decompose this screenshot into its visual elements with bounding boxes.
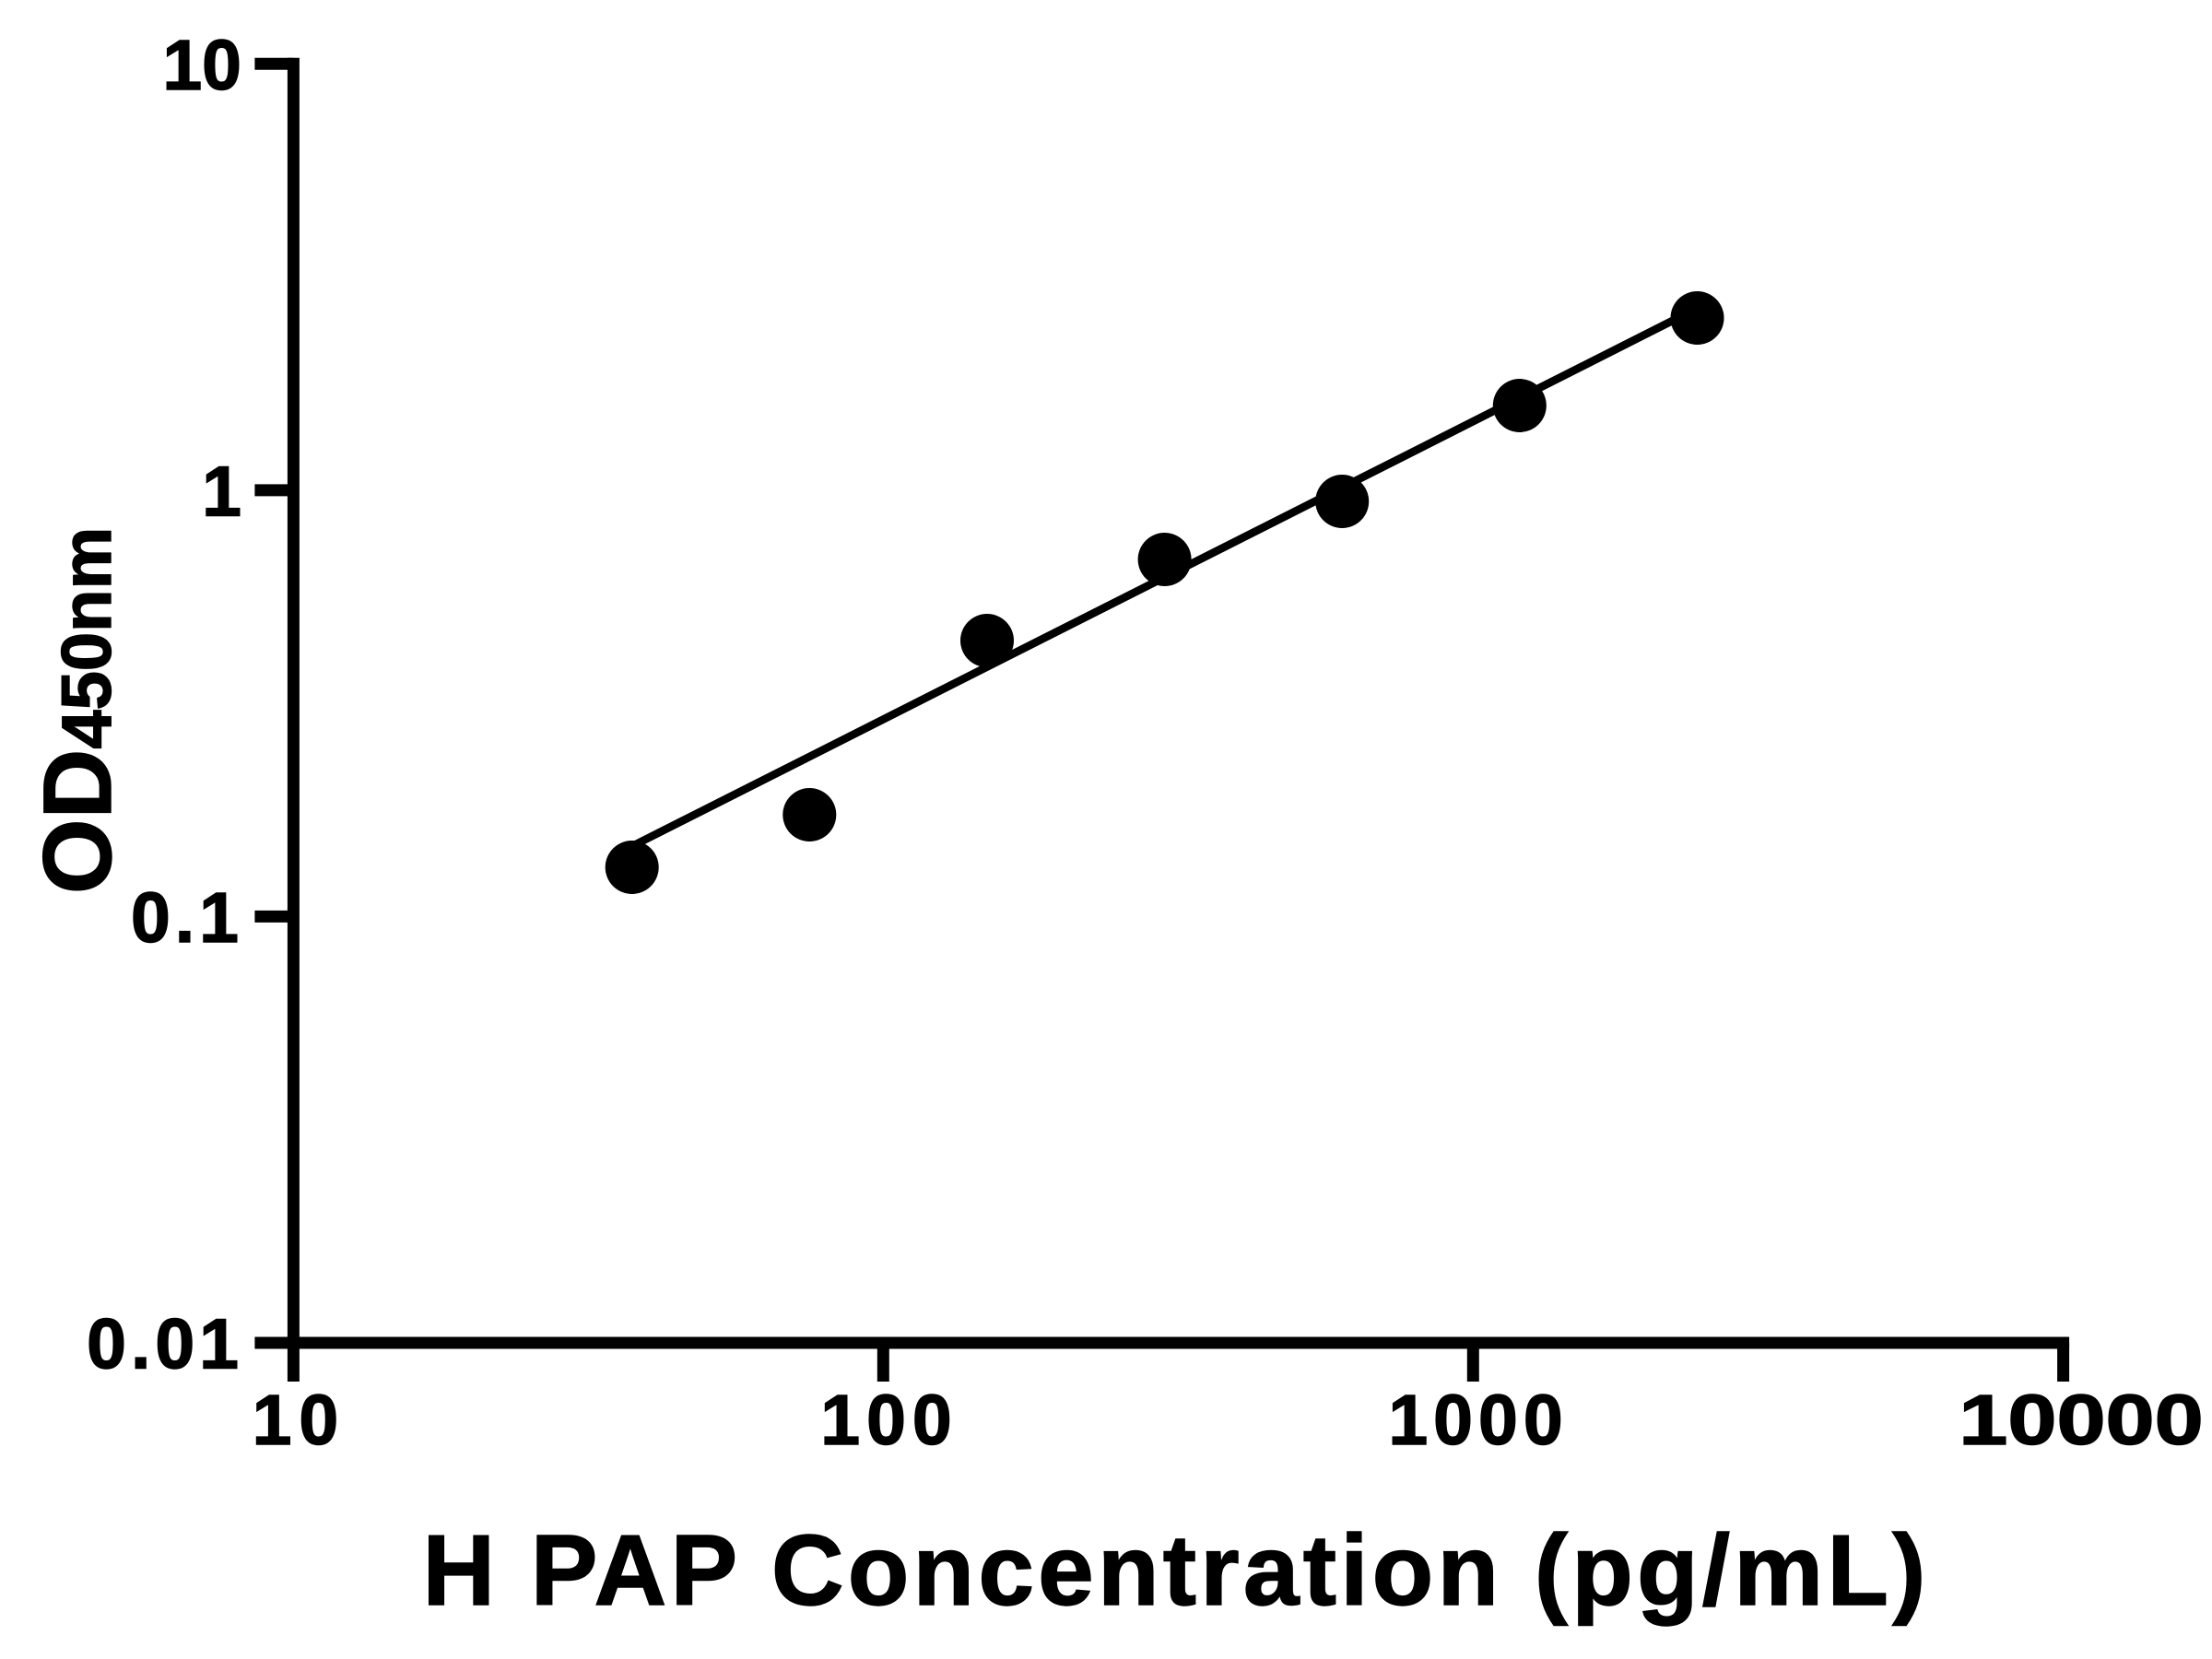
svg-text:1000: 1000 (1388, 1381, 1568, 1460)
svg-text:10: 10 (253, 1381, 347, 1460)
svg-text:0.01: 0.01 (87, 1305, 243, 1384)
svg-text:1: 1 (202, 453, 241, 532)
svg-text:100: 100 (820, 1381, 958, 1460)
svg-text:0.1: 0.1 (131, 878, 243, 958)
svg-text:10: 10 (162, 26, 241, 105)
svg-text:H PAP Concentration (pg/mL): H PAP Concentration (pg/mL) (422, 1514, 1929, 1627)
svg-text:10000: 10000 (1959, 1381, 2203, 1460)
